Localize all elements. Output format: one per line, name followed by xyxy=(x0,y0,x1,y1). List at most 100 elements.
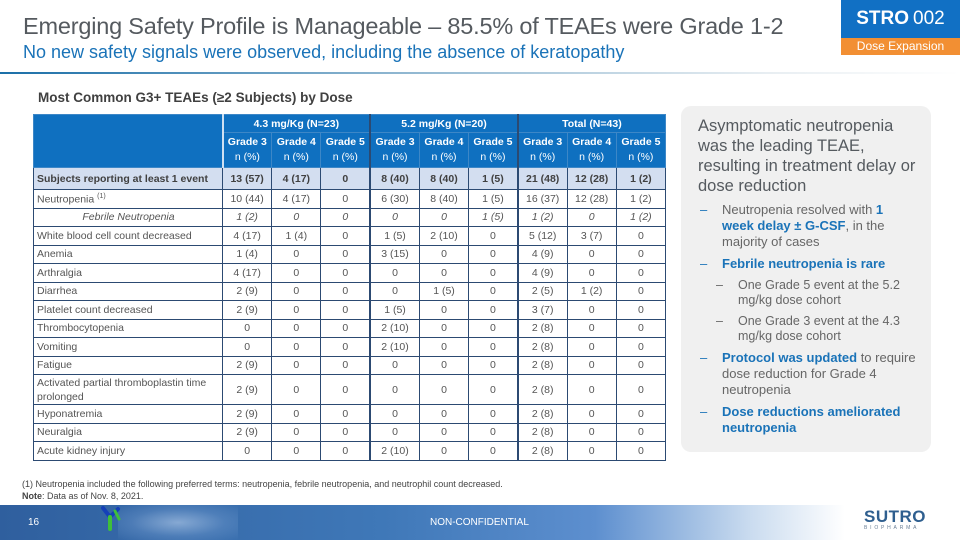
finding-neutropenia-resolved: Neutropenia resolved with 1 week delay ±… xyxy=(698,202,917,250)
value-cell: 0 xyxy=(320,300,371,320)
value-cell: 0 xyxy=(221,441,273,461)
value-cell: 0 xyxy=(369,207,420,227)
value-cell: 0 xyxy=(369,263,420,283)
table-row: White blood cell count decreased 4 (17) 1 … xyxy=(33,226,667,246)
footnote-ref: (1) xyxy=(97,192,106,200)
header-blank-cell xyxy=(33,114,224,168)
value-cell: 0 xyxy=(271,374,322,405)
value-cell: 1 (5) xyxy=(468,189,519,209)
row-label: Vomiting xyxy=(33,337,223,357)
value-cell: 0 xyxy=(468,300,519,320)
value-cell: 21 (48) xyxy=(516,167,568,190)
table-title: Most Common G3+ TEAEs (≥2 Subjects) by D… xyxy=(38,90,353,105)
value-cell: 0 xyxy=(320,189,371,209)
value-cell: 0 xyxy=(468,281,519,301)
value-cell: 0 xyxy=(418,355,470,375)
value-cell: 0 xyxy=(221,318,273,338)
sutro-logo: SUTRO BIOPHARMA xyxy=(864,508,926,532)
value-cell: 1 (2) xyxy=(221,207,273,227)
value-cell: 0 xyxy=(369,374,420,405)
table-row: Vomiting 0 0 0 2 (10) 0 0 2 (8) 0 0 xyxy=(33,337,667,357)
value-cell: 0 xyxy=(320,318,371,338)
value-cell: 2 (8) xyxy=(516,355,568,375)
slide-subtitle: No new safety signals were observed, inc… xyxy=(23,42,625,62)
value-cell: 0 xyxy=(418,263,470,283)
value-cell: 0 xyxy=(320,281,371,301)
value-cell: 8 (40) xyxy=(418,189,470,209)
value-cell: 0 xyxy=(271,281,322,301)
value-cell: 0 xyxy=(271,244,322,264)
value-cell: 1 (2) xyxy=(615,167,667,190)
value-cell: 0 xyxy=(615,404,667,424)
value-cell: 4 (17) xyxy=(271,189,322,209)
value-cell: 2 (10) xyxy=(369,441,420,461)
value-cell: 1 (2) xyxy=(516,207,568,227)
table-row: Fatigue 2 (9) 0 0 0 0 0 2 (8) 0 0 xyxy=(33,355,667,375)
value-cell: 0 xyxy=(320,263,371,283)
logo-wordmark: SUTRO xyxy=(864,507,926,526)
row-label: Febrile Neutropenia xyxy=(33,207,223,227)
value-cell: 0 xyxy=(615,441,667,461)
findings-list: Neutropenia resolved with 1 week delay ±… xyxy=(698,202,917,436)
value-cell: 0 xyxy=(369,422,420,442)
value-cell: 0 xyxy=(468,226,519,246)
row-label: Thrombocytopenia xyxy=(33,318,223,338)
value-cell: 0 xyxy=(566,263,617,283)
value-cell: 0 xyxy=(271,300,322,320)
value-cell: 0 xyxy=(418,404,470,424)
value-cell: 2 (9) xyxy=(221,422,273,442)
value-cell: 0 xyxy=(369,404,420,424)
value-cell: 0 xyxy=(615,281,667,301)
group-header-4-3: 4.3 mg/Kg (N=23) xyxy=(222,114,371,133)
group-header-5-2: 5.2 mg/Kg (N=20) xyxy=(369,114,519,133)
row-label: Hyponatremia xyxy=(33,404,223,424)
row-label: Platelet count decreased xyxy=(33,300,223,320)
value-cell: 0 xyxy=(468,355,519,375)
value-cell: 0 xyxy=(271,404,322,424)
antibody-icon xyxy=(101,506,121,531)
finding-grade5-event: One Grade 5 event at the 5.2 mg/kg dose … xyxy=(698,278,917,308)
value-cell: 0 xyxy=(369,281,420,301)
logo-tagline: BIOPHARMA xyxy=(864,525,920,531)
value-cell: 0 xyxy=(320,441,371,461)
program-number: 002 xyxy=(913,8,945,29)
value-cell: 0 xyxy=(320,167,371,190)
value-cell: 2 (9) xyxy=(221,355,273,375)
value-cell: 0 xyxy=(320,404,371,424)
value-cell: 0 xyxy=(566,337,617,357)
value-cell: 4 (17) xyxy=(271,167,322,190)
value-cell: 2 (8) xyxy=(516,318,568,338)
page-number: 16 xyxy=(28,517,40,528)
row-label: Neuralgia xyxy=(33,422,223,442)
value-cell: 0 xyxy=(566,318,617,338)
value-cell: 0 xyxy=(468,404,519,424)
finding-febrile-rare: Febrile neutropenia is rare xyxy=(698,256,917,272)
value-cell: 0 xyxy=(615,244,667,264)
value-cell: 0 xyxy=(320,207,371,227)
value-cell: 0 xyxy=(271,355,322,375)
phase-label: Dose Expansion xyxy=(841,38,960,55)
value-cell: 2 (5) xyxy=(516,281,568,301)
value-cell: 3 (7) xyxy=(516,300,568,320)
value-cell: 1 (5) xyxy=(468,207,519,227)
value-cell: 0 xyxy=(418,422,470,442)
value-cell: 6 (30) xyxy=(369,189,420,209)
footnotes: (1) Neutropenia included the following p… xyxy=(22,478,503,502)
value-cell: 0 xyxy=(271,337,322,357)
row-label: Activated partial thromboplastin time pr… xyxy=(33,374,223,405)
value-cell: 13 (57) xyxy=(221,167,273,190)
value-cell: 2 (9) xyxy=(221,281,273,301)
value-cell: 0 xyxy=(418,374,470,405)
value-cell: 0 xyxy=(566,207,617,227)
value-cell: 12 (28) xyxy=(566,189,617,209)
row-label: Fatigue xyxy=(33,355,223,375)
cell-image-decoration xyxy=(118,505,238,540)
table-row: Arthralgia 4 (17) 0 0 0 0 0 4 (9) 0 0 xyxy=(33,263,667,283)
value-cell: 0 xyxy=(271,263,322,283)
value-cell: 2 (9) xyxy=(221,404,273,424)
program-badge: STRO 002 Dose Expansion xyxy=(841,0,960,55)
value-cell: 0 xyxy=(320,422,371,442)
row-label: White blood cell count decreased xyxy=(33,226,223,246)
